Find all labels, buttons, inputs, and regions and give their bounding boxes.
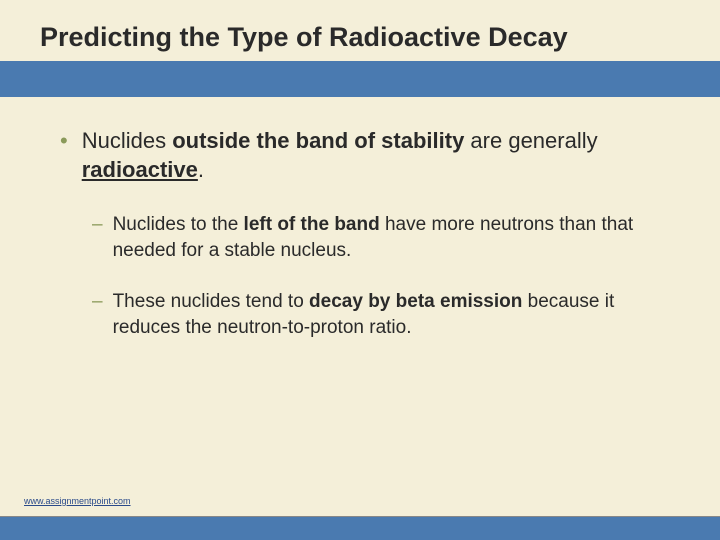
sub-bullet-text: These nuclides tend to decay by beta emi… bbox=[113, 289, 660, 340]
text-segment: outside the band of stability bbox=[172, 128, 464, 153]
text-segment: Nuclides bbox=[82, 128, 172, 153]
text-segment: Nuclides to the bbox=[113, 214, 244, 235]
main-bullet-text: Nuclides outside the band of stability a… bbox=[82, 127, 660, 184]
title-region: Predicting the Type of Radioactive Decay bbox=[0, 0, 720, 61]
footer-link[interactable]: www.assignmentpoint.com bbox=[24, 496, 131, 506]
sub-bullet-marker: – bbox=[92, 289, 103, 315]
sub-bullet-marker: – bbox=[92, 212, 103, 238]
footer-band bbox=[0, 516, 720, 540]
text-segment: decay by beta emission bbox=[309, 291, 522, 312]
bullet-marker: • bbox=[60, 127, 68, 156]
content-area: • Nuclides outside the band of stability… bbox=[0, 97, 720, 341]
text-segment: . bbox=[198, 157, 204, 182]
text-segment: left of the band bbox=[244, 214, 380, 235]
text-segment: These nuclides tend to bbox=[113, 291, 309, 312]
slide-title: Predicting the Type of Radioactive Decay bbox=[40, 22, 680, 53]
sub-bullet-text: Nuclides to the left of the band have mo… bbox=[113, 212, 660, 263]
main-bullet: • Nuclides outside the band of stability… bbox=[60, 127, 660, 184]
text-segment: radioactive bbox=[82, 157, 198, 182]
sub-bullet: – Nuclides to the left of the band have … bbox=[92, 212, 660, 263]
sub-bullet: – These nuclides tend to decay by beta e… bbox=[92, 289, 660, 340]
text-segment: are generally bbox=[464, 128, 597, 153]
header-band bbox=[0, 61, 720, 97]
